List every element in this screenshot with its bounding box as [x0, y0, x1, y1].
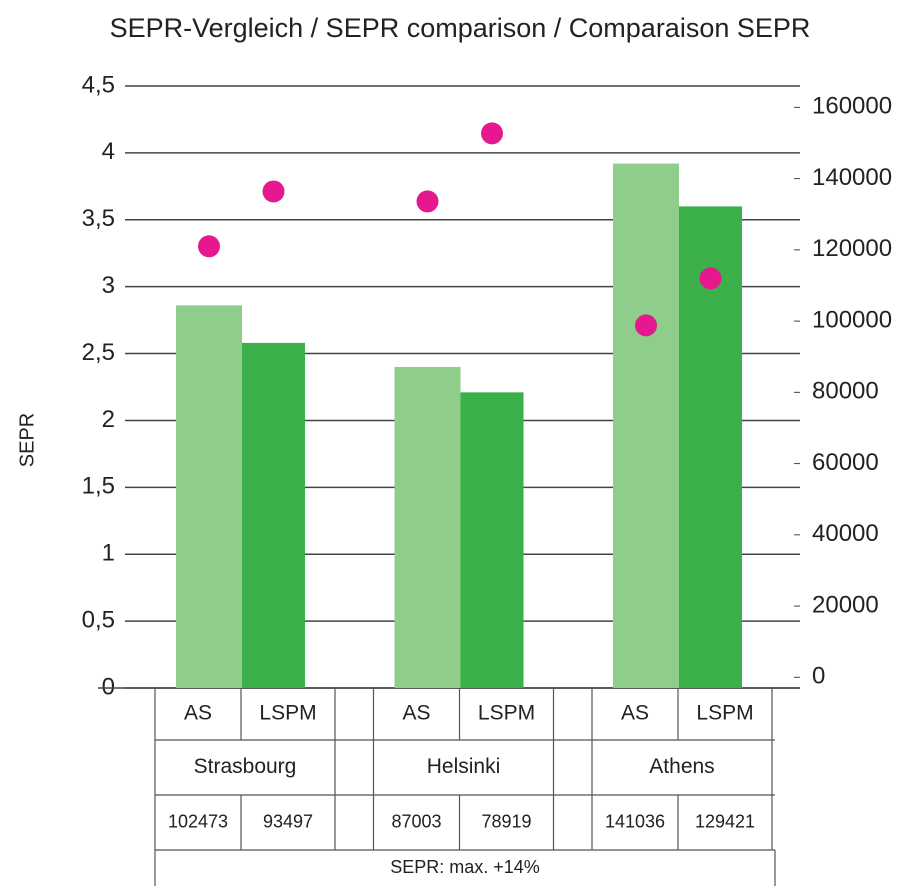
table-value: 141036 — [605, 811, 665, 831]
y2-tick-label: 20000 — [812, 591, 879, 618]
y2-tick-label: 40000 — [812, 520, 879, 547]
y2-tick-label: 60000 — [812, 449, 879, 476]
series-label: LSPM — [478, 702, 535, 725]
series-label: AS — [621, 702, 649, 725]
y-tick-label: 3,5 — [82, 205, 115, 232]
y-tick-label: 4,5 — [82, 71, 115, 98]
y2-tick-label: 140000 — [812, 164, 892, 191]
y-tick-label: 4 — [102, 138, 115, 165]
y2-tick-label: 100000 — [812, 306, 892, 333]
table-value: 78919 — [481, 811, 531, 831]
bar — [460, 392, 524, 688]
category-label: Athens — [649, 755, 714, 778]
bar — [176, 305, 242, 688]
y-axis-label: SEPR — [16, 413, 38, 467]
table-value: 129421 — [695, 811, 755, 831]
y-tick-label: 0 — [102, 673, 115, 700]
table-note: SEPR: max. +14% — [390, 857, 540, 877]
bar — [613, 163, 679, 688]
category-label: Strasbourg — [194, 755, 297, 778]
y2-tick-label: 80000 — [812, 378, 879, 405]
y-tick-label: 3 — [102, 272, 115, 299]
series-label: AS — [402, 702, 430, 725]
bar — [394, 366, 461, 688]
y2-tick-label: 160000 — [812, 93, 892, 120]
table-value: 102473 — [168, 811, 228, 831]
chart-title: SEPR-Vergleich / SEPR comparison / Compa… — [110, 13, 811, 43]
point — [262, 180, 285, 203]
y-tick-label: 1,5 — [82, 473, 115, 500]
point — [481, 122, 503, 145]
point — [699, 267, 722, 290]
series-label: LSPM — [696, 702, 753, 725]
y2-tick-label: 120000 — [812, 235, 892, 262]
y-tick-label: 1 — [102, 540, 115, 567]
category-label: Helsinki — [427, 755, 501, 778]
bar — [242, 342, 305, 688]
point — [635, 314, 657, 337]
series-label: LSPM — [259, 702, 316, 725]
table-value: 87003 — [391, 811, 441, 831]
y-tick-label: 0,5 — [82, 606, 115, 633]
y-tick-label: 2 — [102, 406, 115, 433]
table-value: 93497 — [263, 811, 313, 831]
y2-tick-label: 0 — [812, 663, 825, 690]
series-label: AS — [184, 702, 212, 725]
point — [198, 235, 220, 258]
y-tick-label: 2,5 — [82, 339, 115, 366]
point — [416, 190, 439, 213]
